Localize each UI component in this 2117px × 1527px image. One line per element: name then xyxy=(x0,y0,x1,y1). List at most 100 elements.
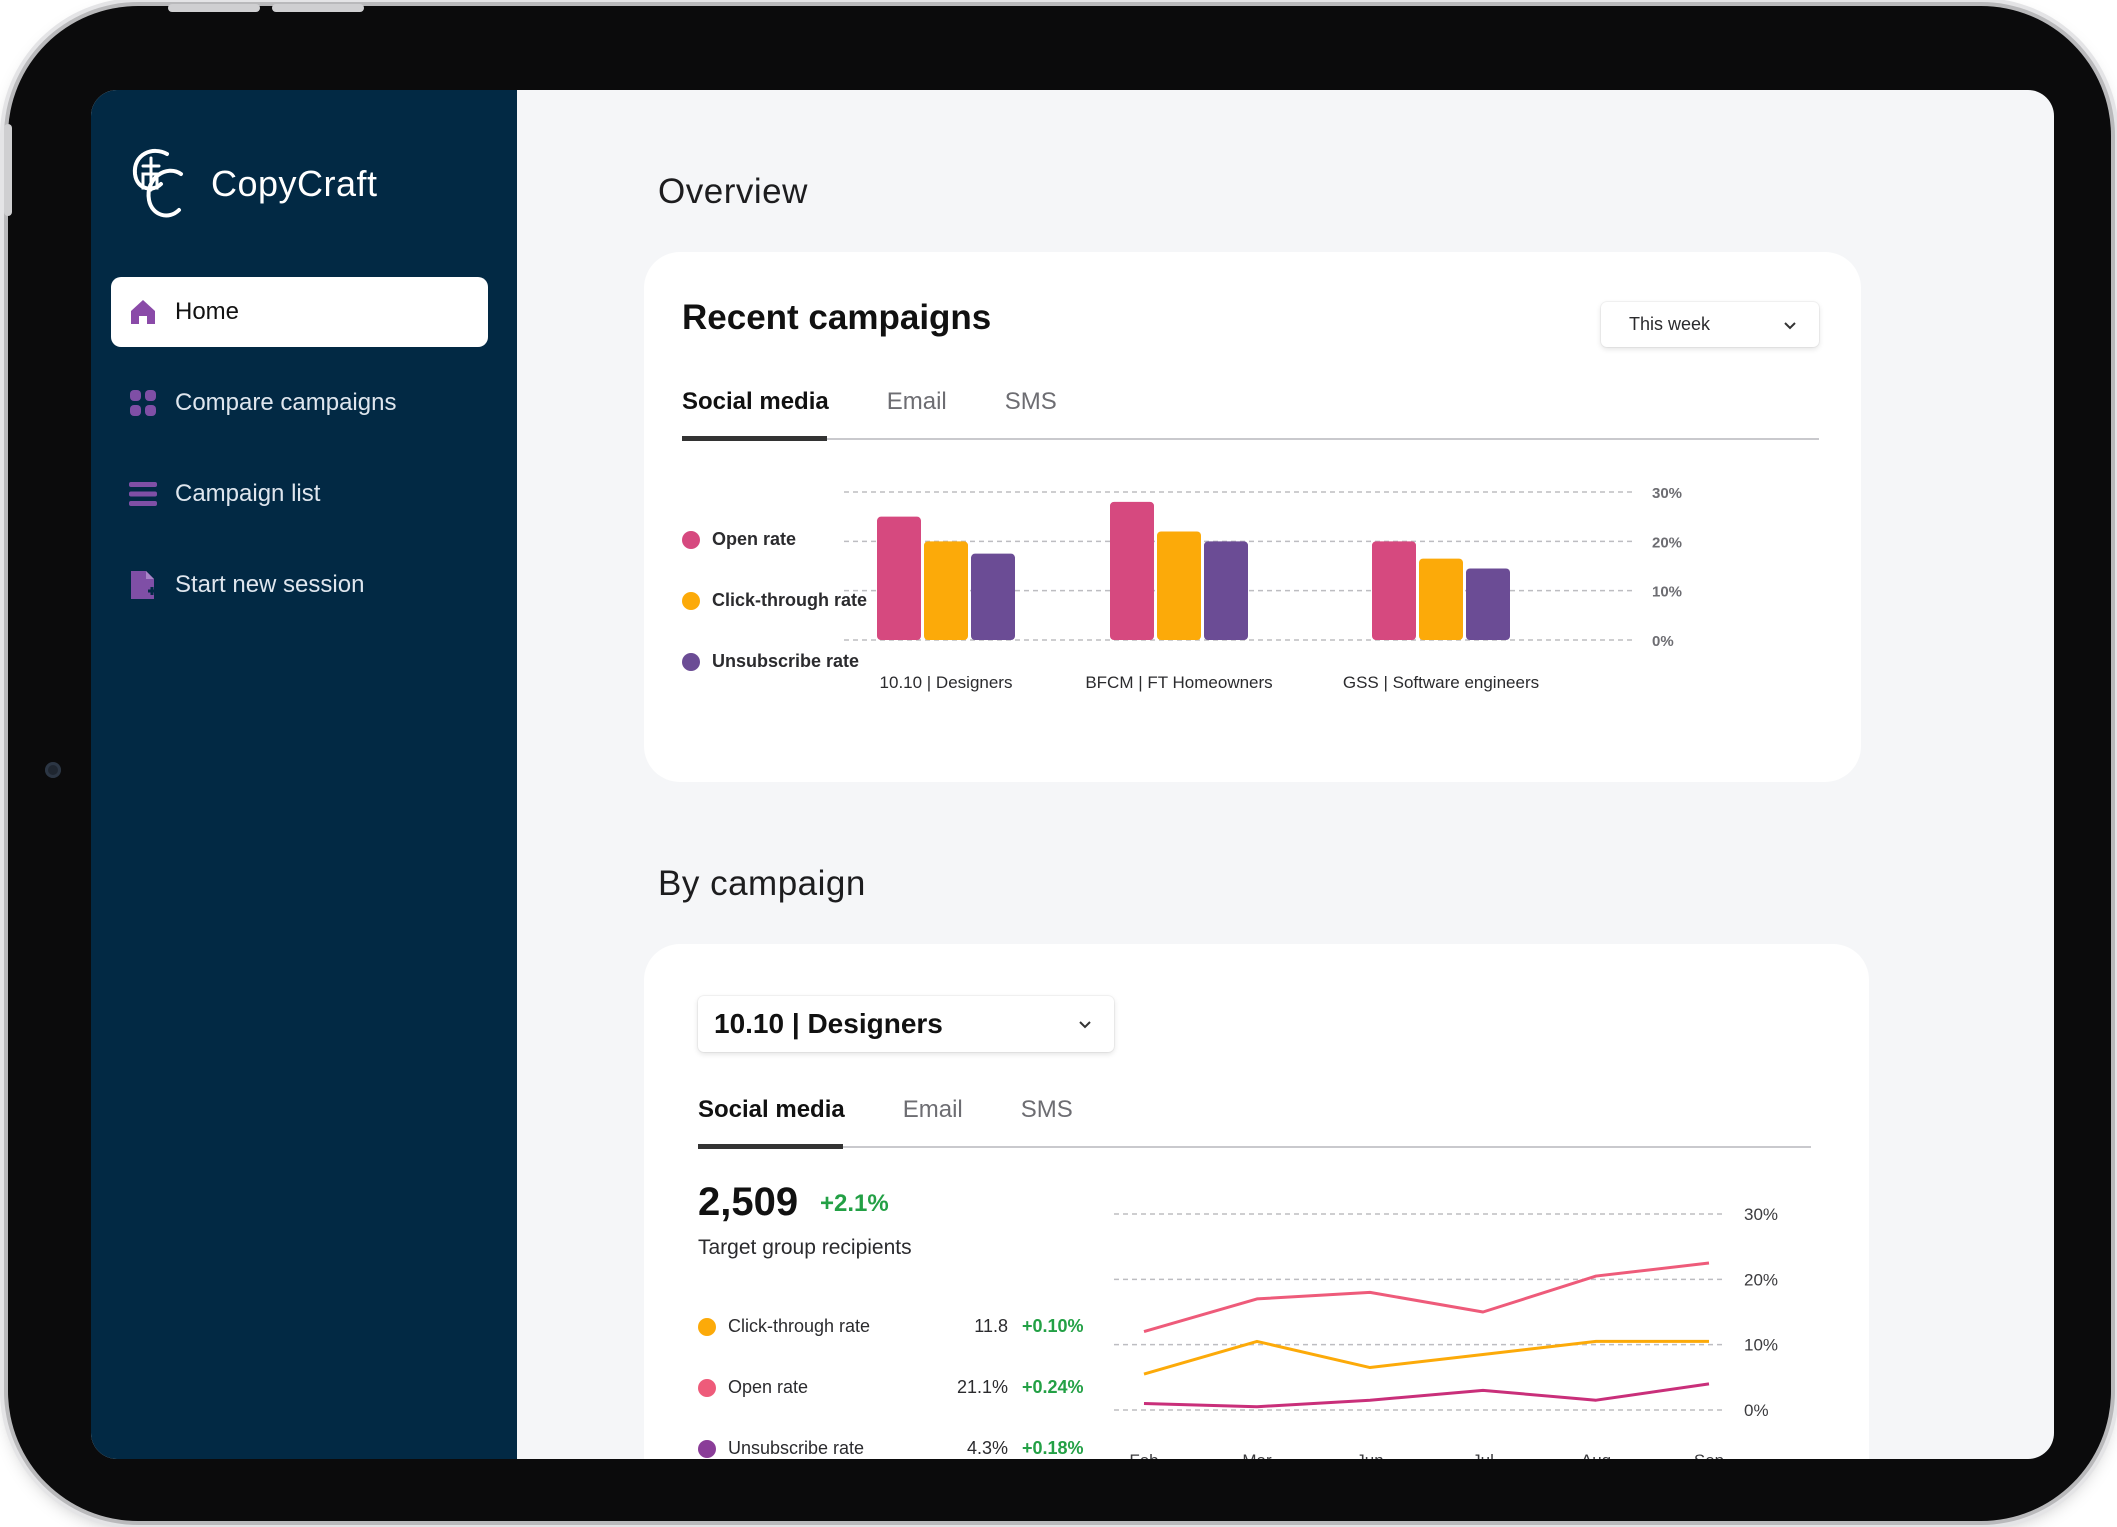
app-screen: CopyCraft Home Compare campaigns xyxy=(91,90,2054,1459)
app-name: CopyCraft xyxy=(211,163,378,204)
metric-delta: +0.10% xyxy=(1022,1316,1084,1336)
bar-chart-legend: Open rate Click-through rate Unsubscribe… xyxy=(682,509,867,692)
by-campaign-tabs: Social media Email SMS xyxy=(698,1096,1131,1142)
volume-button xyxy=(272,4,364,12)
x-tick-label: Jul xyxy=(1472,1451,1494,1459)
metric-dot xyxy=(698,1317,716,1336)
tabs-divider xyxy=(698,1146,1811,1148)
y-tick-label: 20% xyxy=(1652,534,1682,551)
main-content: Overview Recent campaigns This week Soci… xyxy=(517,90,2054,1459)
tab-sms[interactable]: SMS xyxy=(1020,1096,1073,1123)
card-title: Recent campaigns xyxy=(682,298,992,337)
recipients-value: 2,509 xyxy=(698,1180,799,1224)
by-campaign-card: 10.10 | Designers Social media Email SMS… xyxy=(644,944,1869,1459)
x-tick-label: BFCM | FT Homeowners xyxy=(1085,673,1272,692)
legend-dot xyxy=(682,591,700,610)
bar xyxy=(877,516,921,640)
metric-dot xyxy=(698,1439,716,1458)
recent-campaigns-bar-chart: 30% 20% 10% 0% 10.10 | Designers BFCM | FT Ho… xyxy=(844,485,1682,692)
legend-label: Click-through rate xyxy=(712,590,868,610)
home-icon xyxy=(127,296,159,328)
recipients-label: Target group recipients xyxy=(698,1236,912,1259)
x-tick-label: Mar xyxy=(1242,1451,1272,1459)
metric-delta: +0.24% xyxy=(1022,1377,1084,1397)
bar xyxy=(1157,531,1201,640)
campaign-select-value: 10.10 | Designers xyxy=(714,1008,943,1039)
metric-delta: +0.18% xyxy=(1022,1438,1084,1458)
active-tab-indicator xyxy=(682,436,827,441)
metric-open-rate: Open rate 21.1% +0.24% xyxy=(698,1377,1084,1398)
tab-sms[interactable]: SMS xyxy=(1004,388,1057,415)
tab-social-media[interactable]: Social media xyxy=(682,388,829,415)
brand[interactable]: CopyCraft xyxy=(123,144,378,224)
series-line xyxy=(1143,1261,1710,1334)
power-button xyxy=(4,124,12,216)
legend-dot xyxy=(682,652,700,671)
y-tick-label: 0% xyxy=(1652,633,1674,650)
y-tick-label: 0% xyxy=(1744,1401,1769,1420)
overview-title: Overview xyxy=(658,172,808,211)
new-document-icon xyxy=(127,569,159,601)
y-tick-label: 20% xyxy=(1744,1270,1778,1289)
metric-name: Open rate xyxy=(728,1377,809,1397)
x-tick-label: Feb xyxy=(1129,1451,1158,1459)
metric-unsubscribe-rate: Unsubscribe rate 4.3% +0.18% xyxy=(698,1438,1084,1459)
metric-value: 21.1% xyxy=(956,1377,1008,1397)
copycraft-logo-icon xyxy=(132,148,183,218)
x-tick-label: 10.10 | Designers xyxy=(880,673,1013,692)
volume-button xyxy=(168,4,260,12)
recipients-delta: +2.1% xyxy=(820,1190,889,1217)
series-line xyxy=(1143,1339,1709,1376)
sidebar-nav: Home Compare campaigns Campaign list xyxy=(111,277,488,641)
bar xyxy=(1466,568,1510,640)
x-tick-label: Sep xyxy=(1694,1451,1724,1459)
sidebar-item-compare-campaigns[interactable]: Compare campaigns xyxy=(111,368,488,438)
sidebar-item-label: Start new session xyxy=(175,571,365,598)
period-select[interactable]: This week xyxy=(1601,302,1819,347)
campaign-trend-line-chart: 30% 20% 10% 0% Feb Mar Jun Jul Aug Sep xyxy=(1114,1205,1778,1459)
bar xyxy=(1372,541,1416,640)
sidebar-item-campaign-list[interactable]: Campaign list xyxy=(111,459,488,529)
grid-icon xyxy=(127,387,159,419)
bar xyxy=(1419,558,1463,640)
campaign-select[interactable]: 10.10 | Designers xyxy=(698,996,1114,1052)
overview-tabs: Social media Email SMS xyxy=(682,388,1115,434)
sidebar-item-label: Home xyxy=(175,298,240,325)
tab-email[interactable]: Email xyxy=(902,1096,963,1123)
y-tick-label: 10% xyxy=(1652,584,1682,601)
tab-email[interactable]: Email xyxy=(886,388,947,415)
metric-value: 11.8 xyxy=(974,1316,1008,1336)
bar xyxy=(1204,541,1248,640)
y-tick-label: 30% xyxy=(1652,485,1682,502)
sidebar-item-start-new-session[interactable]: Start new session xyxy=(111,550,488,620)
active-tab-indicator xyxy=(698,1144,843,1149)
sidebar-item-label: Compare campaigns xyxy=(175,389,397,416)
legend-label: Open rate xyxy=(712,529,797,549)
legend-dot xyxy=(682,530,700,549)
series-line xyxy=(1143,1382,1710,1409)
bar xyxy=(971,553,1015,640)
bar xyxy=(924,541,968,640)
tabs-divider xyxy=(682,438,1819,440)
legend-label: Unsubscribe rate xyxy=(712,651,860,671)
tab-social-media[interactable]: Social media xyxy=(698,1096,845,1123)
y-tick-label: 10% xyxy=(1744,1336,1778,1355)
chevron-down-icon xyxy=(1079,1021,1091,1029)
x-tick-label: Aug xyxy=(1581,1451,1611,1459)
sidebar-item-label: Campaign list xyxy=(175,480,321,507)
legend-item-unsubscribe-rate: Unsubscribe rate xyxy=(682,631,867,692)
chevron-down-icon xyxy=(1784,321,1796,329)
period-select-value: This week xyxy=(1629,314,1711,334)
legend-item-open-rate: Open rate xyxy=(682,509,867,570)
metric-name: Click-through rate xyxy=(728,1316,871,1336)
metric-value: 4.3% xyxy=(966,1438,1008,1458)
metric-name: Unsubscribe rate xyxy=(728,1438,865,1458)
sidebar-item-home[interactable]: Home xyxy=(111,277,488,347)
x-tick-label: Jun xyxy=(1356,1451,1383,1459)
metric-click-through-rate: Click-through rate 11.8 +0.10% xyxy=(698,1316,1084,1337)
camera-icon xyxy=(45,762,61,778)
tablet-frame: CopyCraft Home Compare campaigns xyxy=(4,4,2111,1521)
metric-dot xyxy=(698,1378,716,1397)
legend-item-click-through-rate: Click-through rate xyxy=(682,570,867,631)
sidebar: CopyCraft Home Compare campaigns xyxy=(91,90,517,1459)
